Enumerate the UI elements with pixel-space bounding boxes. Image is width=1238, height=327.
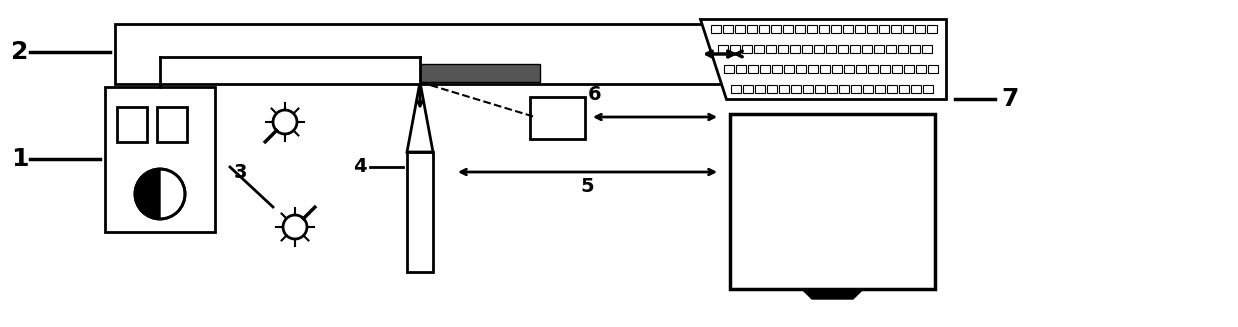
- Bar: [927, 25, 937, 33]
- Bar: [802, 85, 813, 93]
- Bar: [928, 65, 938, 73]
- Bar: [886, 85, 896, 93]
- Bar: [815, 85, 825, 93]
- Bar: [868, 25, 878, 33]
- Bar: [795, 25, 805, 33]
- Bar: [844, 65, 854, 73]
- Bar: [755, 85, 765, 93]
- Polygon shape: [699, 19, 946, 99]
- Text: 4: 4: [353, 158, 366, 177]
- Bar: [807, 25, 817, 33]
- Bar: [754, 45, 764, 53]
- Bar: [790, 45, 800, 53]
- Bar: [851, 85, 860, 93]
- Text: 6: 6: [588, 85, 602, 105]
- Bar: [723, 25, 733, 33]
- Bar: [863, 85, 873, 93]
- Bar: [105, 87, 215, 232]
- Bar: [899, 85, 909, 93]
- Bar: [831, 25, 842, 33]
- Bar: [891, 25, 901, 33]
- Bar: [821, 65, 831, 73]
- Bar: [784, 25, 794, 33]
- Bar: [827, 85, 837, 93]
- Bar: [868, 65, 878, 73]
- Bar: [729, 45, 740, 53]
- Bar: [773, 65, 782, 73]
- Bar: [922, 45, 932, 53]
- Bar: [760, 65, 770, 73]
- Bar: [911, 85, 921, 93]
- Bar: [898, 45, 907, 53]
- Text: 7: 7: [1002, 87, 1019, 111]
- Bar: [904, 25, 914, 33]
- Bar: [813, 45, 823, 53]
- Bar: [771, 25, 781, 33]
- Bar: [875, 85, 885, 93]
- Bar: [893, 65, 903, 73]
- Bar: [712, 25, 722, 33]
- Bar: [862, 45, 872, 53]
- Bar: [855, 25, 865, 33]
- Bar: [916, 65, 926, 73]
- Bar: [832, 65, 842, 73]
- Bar: [839, 85, 849, 93]
- Polygon shape: [135, 169, 160, 219]
- Bar: [904, 65, 914, 73]
- Bar: [784, 65, 795, 73]
- Bar: [880, 65, 890, 73]
- Bar: [115, 24, 735, 84]
- Bar: [885, 45, 896, 53]
- Bar: [791, 85, 801, 93]
- Polygon shape: [802, 289, 863, 299]
- Bar: [718, 45, 728, 53]
- Bar: [826, 45, 836, 53]
- Polygon shape: [407, 82, 433, 152]
- Text: 5: 5: [581, 178, 594, 197]
- Bar: [802, 45, 812, 53]
- Bar: [849, 45, 859, 53]
- Bar: [420, 64, 540, 82]
- Bar: [910, 45, 920, 53]
- Circle shape: [274, 110, 297, 134]
- Bar: [748, 65, 758, 73]
- Circle shape: [135, 169, 184, 219]
- Bar: [157, 107, 187, 142]
- Bar: [118, 107, 147, 142]
- Bar: [737, 65, 747, 73]
- Bar: [742, 45, 751, 53]
- Bar: [748, 25, 758, 33]
- Bar: [820, 25, 829, 33]
- Bar: [743, 85, 753, 93]
- Bar: [838, 45, 848, 53]
- Text: 3: 3: [233, 163, 246, 181]
- Bar: [874, 45, 884, 53]
- Bar: [730, 85, 740, 93]
- Bar: [407, 152, 433, 272]
- Bar: [724, 65, 734, 73]
- Bar: [857, 65, 867, 73]
- Bar: [808, 65, 818, 73]
- Bar: [779, 85, 789, 93]
- Text: 2: 2: [11, 40, 28, 64]
- Bar: [730, 114, 935, 289]
- Bar: [777, 45, 787, 53]
- Bar: [915, 25, 925, 33]
- Bar: [879, 25, 889, 33]
- Circle shape: [284, 215, 307, 239]
- Bar: [766, 45, 776, 53]
- Bar: [843, 25, 853, 33]
- Bar: [766, 85, 776, 93]
- Bar: [922, 85, 932, 93]
- Bar: [735, 25, 745, 33]
- Bar: [759, 25, 769, 33]
- Text: 1: 1: [11, 147, 28, 171]
- Bar: [796, 65, 806, 73]
- Bar: [530, 97, 586, 139]
